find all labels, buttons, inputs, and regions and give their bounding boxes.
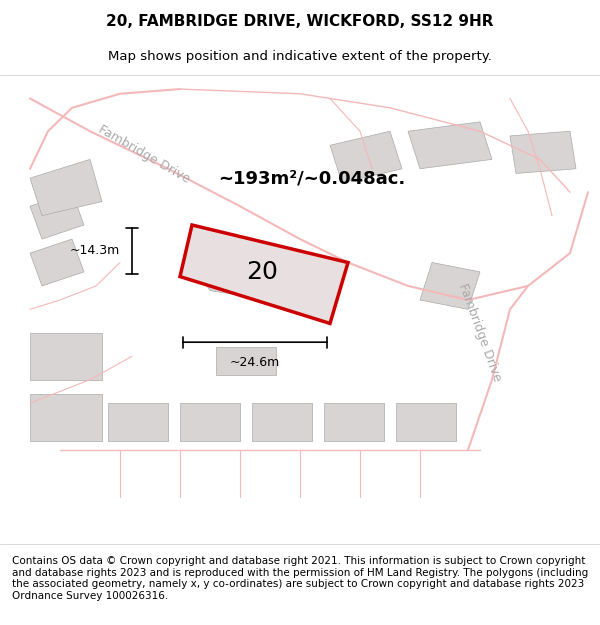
Polygon shape [30, 159, 102, 216]
Bar [108, 403, 168, 441]
Polygon shape [30, 192, 84, 239]
Text: ~24.6m: ~24.6m [230, 356, 280, 369]
Text: ~14.3m: ~14.3m [70, 244, 120, 258]
Bar [252, 403, 312, 441]
Polygon shape [408, 122, 492, 169]
Text: 20, FAMBRIDGE DRIVE, WICKFORD, SS12 9HR: 20, FAMBRIDGE DRIVE, WICKFORD, SS12 9HR [106, 14, 494, 29]
Polygon shape [30, 239, 84, 286]
Text: Contains OS data © Crown copyright and database right 2021. This information is : Contains OS data © Crown copyright and d… [12, 556, 588, 601]
Text: Fambridge Drive: Fambridge Drive [456, 282, 504, 384]
Polygon shape [180, 225, 348, 324]
Polygon shape [510, 131, 576, 173]
Bar [30, 394, 102, 441]
Bar [324, 403, 384, 441]
Text: ~193m²/~0.048ac.: ~193m²/~0.048ac. [218, 169, 406, 187]
Text: Fambridge Drive: Fambridge Drive [96, 123, 192, 186]
Bar [180, 403, 240, 441]
Polygon shape [216, 347, 276, 375]
Polygon shape [192, 239, 300, 300]
Text: 20: 20 [247, 260, 278, 284]
Text: Map shows position and indicative extent of the property.: Map shows position and indicative extent… [108, 50, 492, 62]
Polygon shape [420, 262, 480, 309]
Polygon shape [330, 131, 402, 182]
Bar [30, 332, 102, 379]
Bar [396, 403, 456, 441]
